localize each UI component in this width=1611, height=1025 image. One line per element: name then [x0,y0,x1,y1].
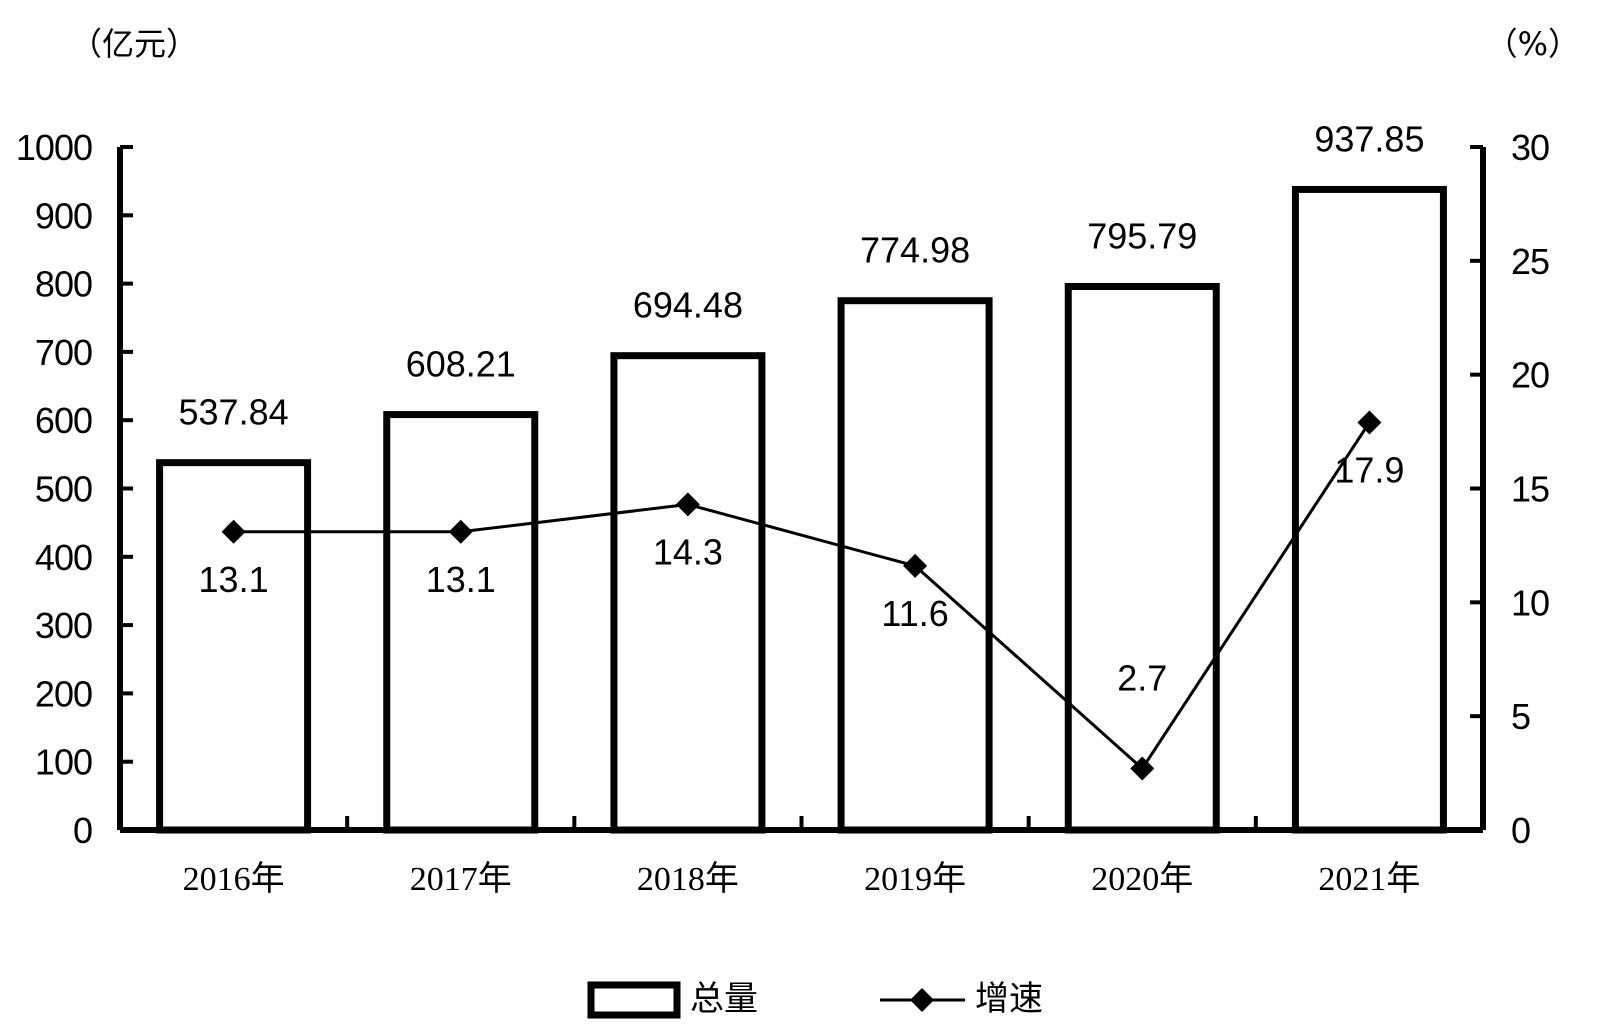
right-tick-label: 0 [1511,810,1530,851]
axes [117,147,1486,833]
right-tick-label: 30 [1511,127,1549,168]
bar-value-label: 537.84 [179,392,289,433]
left-tick-label: 100 [35,742,92,783]
bar [383,411,539,834]
bar-value-label: 608.21 [406,344,516,385]
growth-marker [221,519,246,544]
category-label: 2016年 [183,860,285,898]
category-label: 2021年 [1318,860,1420,898]
bar-value-label: 774.98 [860,230,970,271]
growth-value-label: 13.1 [426,559,496,600]
bar-value-label: 937.85 [1314,118,1424,159]
growth-marker [903,553,928,578]
left-tick-label: 1000 [16,127,92,168]
left-tick-label: 0 [73,810,92,851]
growth-value-label: 13.1 [199,559,269,600]
bar [1064,282,1220,834]
bar [1291,185,1447,834]
right-tick-label: 10 [1511,582,1549,623]
growth-marker [675,492,700,517]
category-label: 2020年 [1091,860,1193,898]
growth-marker [448,519,473,544]
growth-marker [1357,410,1382,435]
bar-value-label: 795.79 [1087,215,1197,256]
left-tick-label: 500 [35,469,92,510]
growth-value-label: 14.3 [653,531,723,572]
category-label: 2019年 [864,860,966,898]
legend-bar-swatch [587,981,681,1019]
left-axis-ticks: 0 100 200 300 400 500 600 700 800 900 1000 [16,127,133,851]
growth-marker [1130,756,1155,781]
left-tick-label: 600 [35,400,92,441]
left-tick-label: 200 [35,673,92,714]
left-tick-label: 300 [35,605,92,646]
right-axis-unit: （%） [1486,25,1580,63]
left-tick-label: 900 [35,195,92,236]
left-axis-unit: （亿元） [70,25,198,63]
category-label: 2017年 [410,860,512,898]
growth-value-label: 17.9 [1334,449,1404,490]
left-tick-label: 400 [35,537,92,578]
bar [610,352,766,834]
bar-value-label: 694.48 [633,285,743,326]
growth-value-label: 2.7 [1117,658,1167,699]
growth-series: 13.1 13.1 14.3 11.6 2.7 17.9 [199,410,1404,781]
category-label: 2018年 [637,860,739,898]
right-tick-label: 25 [1511,241,1549,282]
growth-line [233,421,1371,771]
growth-value-label: 11.6 [881,593,948,634]
bar-series: 537.84 608.21 694.48 774.98 795.79 937.85 [156,118,1447,834]
right-tick-label: 15 [1511,469,1549,510]
legend-line-label: 增速 [975,979,1043,1019]
category-labels: 2016年 2017年 2018年 2019年 2020年 2021年 [183,860,1421,898]
right-tick-label: 5 [1511,696,1530,737]
legend-bar-label: 总量 [690,979,758,1019]
left-tick-label: 700 [35,332,92,373]
left-tick-label: 800 [35,264,92,305]
bar [156,459,312,834]
legend-line-marker [910,988,934,1012]
legend: 总量 增速 [587,979,1043,1019]
right-tick-label: 20 [1511,355,1549,396]
